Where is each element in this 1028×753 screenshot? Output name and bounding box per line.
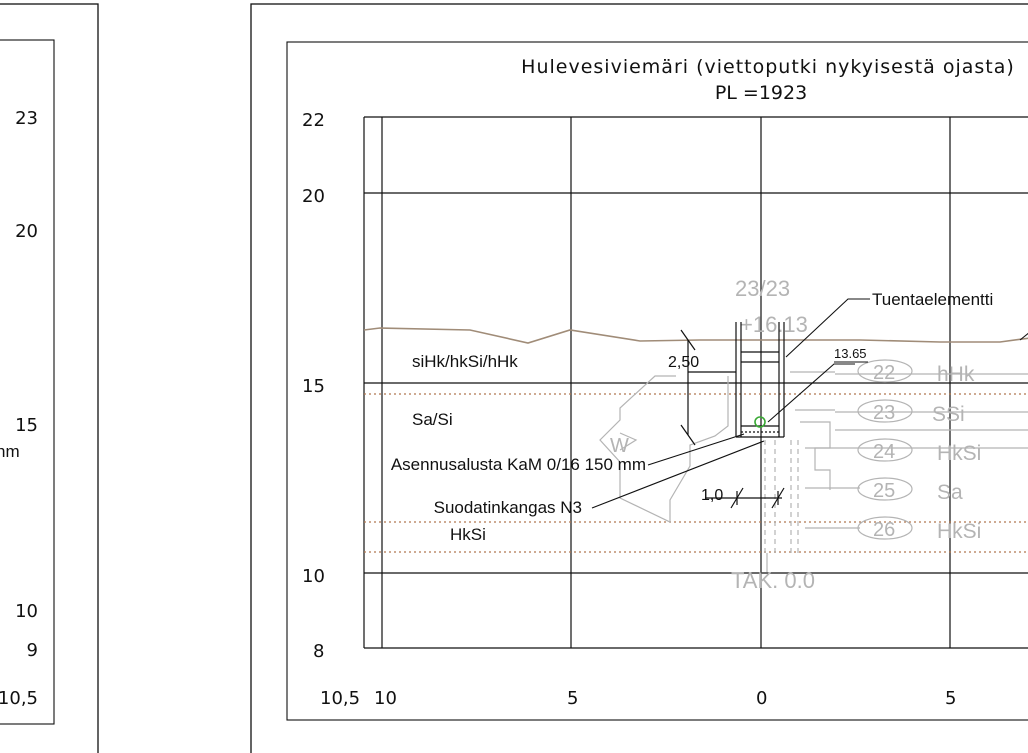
sample-ellipse	[857, 477, 913, 501]
left-y-label: 10	[15, 601, 38, 622]
ghost-station-label: 23/23	[735, 276, 790, 301]
trench-support-element	[735, 322, 785, 438]
leader-asennusalusta	[647, 433, 745, 466]
soil-layer-label: Sa/Si	[412, 410, 453, 429]
ghost-w-letter: W	[610, 435, 629, 457]
sample-number: 25	[873, 480, 895, 502]
leader-tuentaelementti	[785, 298, 870, 358]
left-cut-text: nm	[0, 442, 20, 461]
left-y-label: 23	[15, 108, 38, 129]
y-axis-label: 20	[302, 186, 325, 207]
annotation-leaders	[591, 298, 1028, 509]
sample-soil: Sa	[937, 481, 963, 504]
depth-dimension-label: 2,50	[668, 354, 699, 371]
left-sheet-border	[0, 3, 99, 753]
soil-layer-label: siHk/hkSi/hHk	[412, 352, 518, 371]
sounding-step	[800, 421, 831, 490]
sample-soil: HkSi	[937, 520, 981, 543]
x-axis-label: 10	[374, 688, 397, 709]
left-y-label: 15	[15, 415, 38, 436]
profile-title: Hulevesiviemäri (viettoputki nykyisestä …	[521, 56, 1015, 78]
y-axis-label: 22	[302, 110, 325, 131]
sample-soil: SSi	[932, 403, 965, 426]
left-panel: 23 20 15 nm 10 9 10,5	[0, 3, 99, 753]
sample-ellipse	[857, 438, 913, 462]
sample-number: 23	[873, 402, 895, 424]
left-y-label: 10,5	[0, 688, 38, 709]
soil-sounding-graphic	[599, 359, 1028, 572]
left-y-label: 9	[27, 640, 38, 661]
profile-grid	[363, 116, 1028, 649]
w-marker-arrow	[619, 432, 638, 451]
main-frame-border	[286, 41, 1028, 721]
y-axis-label: 10	[302, 566, 325, 587]
left-frame-border	[0, 39, 55, 725]
sample-soil: hHk	[937, 363, 975, 386]
sample-ellipse	[857, 399, 913, 423]
y-axis-label: 15	[302, 376, 325, 397]
y-axis-label: 8	[313, 641, 324, 662]
sample-number: 26	[873, 519, 895, 541]
sample-soil: HkSi	[937, 442, 981, 465]
dimension-tick	[680, 329, 696, 351]
main-panel: Hulevesiviemäri (viettoputki nykyisestä …	[250, 3, 1028, 753]
x-axis-label: 5	[567, 688, 578, 709]
dimension-slash	[730, 487, 744, 509]
dimension-slash	[771, 487, 785, 509]
ground-surface-line	[363, 327, 1028, 344]
leader-right-cut	[1019, 332, 1028, 341]
pipe-symbol	[754, 416, 766, 428]
main-sheet-border	[250, 3, 1028, 753]
left-y-label: 20	[15, 221, 38, 242]
x-axis-label: 0	[756, 688, 767, 709]
leader-elevation	[767, 363, 855, 423]
width-dimension-label: 1,0	[701, 487, 723, 504]
soil-layer-label: HkSi	[450, 525, 486, 544]
elevation-label: 13.65	[834, 346, 867, 361]
ghost-tak-label: TAK. 0.0	[731, 568, 815, 593]
sounding-profile	[599, 375, 729, 523]
profile-subtitle: PL =1923	[715, 82, 807, 104]
tuentaelementti-label: Tuentaelementti	[872, 290, 993, 309]
soil-boundaries	[364, 393, 1028, 553]
sample-number: 22	[873, 362, 895, 384]
asennusalusta-label: Asennusalusta KaM 0/16 150 mm	[391, 455, 646, 474]
leader-suodatinkangas	[591, 440, 765, 509]
x-axis-label: 5	[945, 688, 956, 709]
ghost-offset-label: +16.13	[740, 312, 808, 337]
depth-dimension	[680, 329, 736, 446]
suodatinkangas-label: Suodatinkangas N3	[434, 498, 582, 517]
x-axis-label: 10,5	[320, 688, 360, 709]
dimension-tick	[680, 424, 696, 446]
sample-number: 24	[873, 441, 895, 463]
sample-ellipse	[857, 359, 913, 383]
sample-ellipse	[857, 516, 913, 540]
width-dimension	[705, 487, 785, 509]
